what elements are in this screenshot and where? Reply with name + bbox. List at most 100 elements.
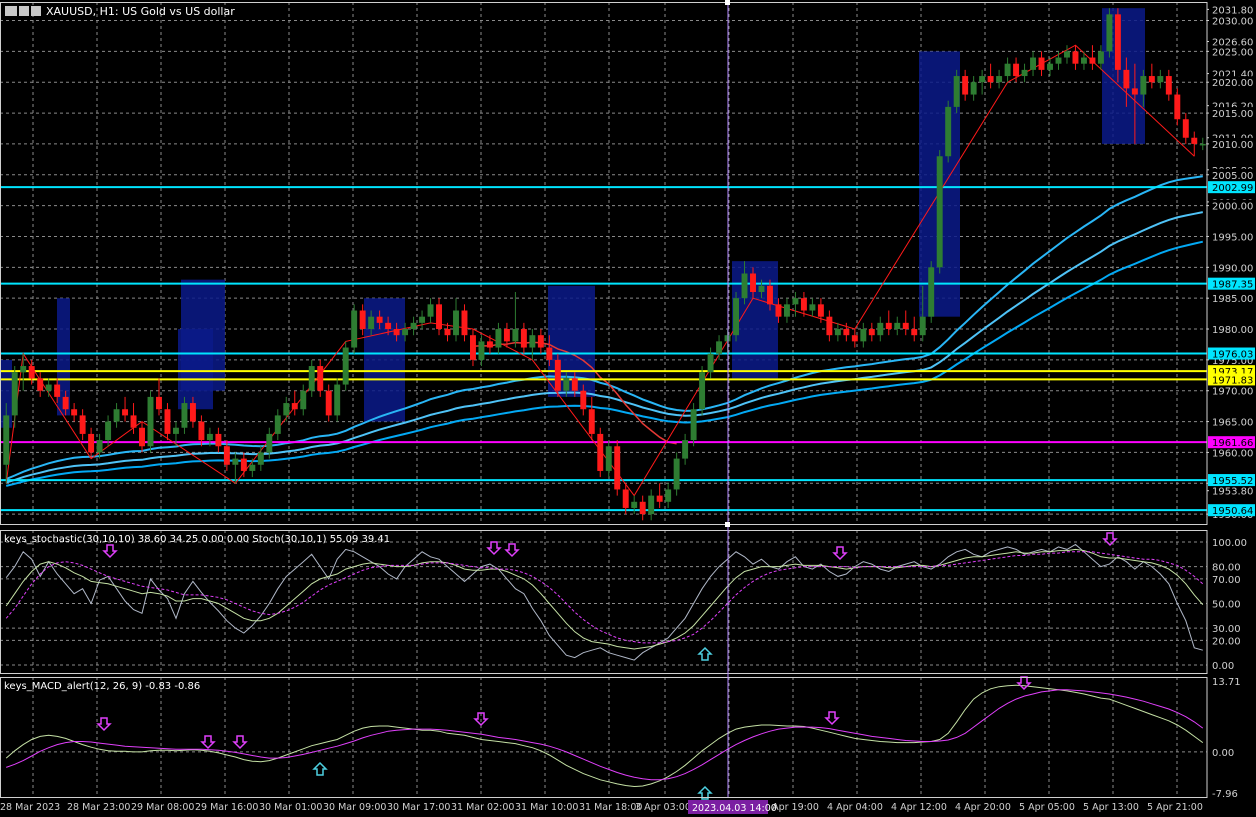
chart-grid [0, 2, 1207, 797]
sell-arrow-icon [1102, 532, 1118, 547]
chart-icon[interactable] [5, 6, 17, 16]
price-tick-label: 1960.00 [1212, 448, 1253, 459]
candle-body [139, 427, 145, 447]
crosshair-marker [725, 0, 730, 5]
candle-body [877, 322, 884, 336]
grid-icon[interactable] [19, 6, 29, 16]
candle-body [122, 409, 129, 416]
price-tick-label: 2000.00 [1212, 202, 1253, 213]
candle-body [826, 316, 833, 336]
candle-body [393, 329, 400, 336]
candle-body [597, 433, 604, 471]
candle-body [147, 396, 154, 447]
candle-body [800, 298, 807, 311]
time-tick-label: 30 Mar 01:00 [259, 802, 322, 813]
candle-body [894, 322, 901, 330]
candle-body [817, 304, 824, 317]
candle-body [588, 409, 595, 434]
time-tick-label: 28 Mar 2023 [0, 802, 60, 813]
price-label-bg [1209, 199, 1255, 212]
stoch-slow-line [5, 551, 1204, 644]
level-tag-label: 1955.52 [1212, 476, 1253, 487]
stoch-tick-label: 50.00 [1212, 600, 1241, 611]
panel-border [0, 2, 1208, 525]
sell-arrow-icon [504, 543, 520, 558]
sell-arrow-icon [486, 541, 502, 556]
candle-body [571, 378, 578, 391]
candle-body [1097, 51, 1104, 64]
candle-body [767, 285, 773, 305]
candle-body [622, 489, 629, 508]
level-tag-label: 2002.99 [1212, 183, 1253, 194]
candle-body [156, 396, 162, 410]
time-tick-label: 3 Apr 03:00 [635, 802, 691, 813]
candle-body [792, 298, 799, 305]
price-tick-label: 2015.00 [1212, 109, 1253, 120]
candle-body [469, 335, 476, 360]
chart-title: XAUUSD, H1: US Gold vs US dollar [46, 5, 235, 18]
time-tick-label: 5 Apr 21:00 [1147, 802, 1203, 813]
candle-body [164, 409, 171, 434]
level-tag [1208, 504, 1255, 517]
time-tick-label: 4 Apr 20:00 [955, 802, 1011, 813]
sell-arrow-icon [102, 544, 118, 559]
panel-border [0, 677, 1208, 798]
candle-body [537, 335, 544, 348]
candle-body [376, 316, 383, 323]
candle-body [605, 446, 612, 471]
level-tag [1208, 181, 1255, 194]
price-tick-label: 1995.00 [1212, 232, 1253, 243]
candle-body [1148, 76, 1155, 83]
stoch-signal-line [5, 548, 1204, 650]
crosshair-marker [725, 522, 730, 527]
price-label-bg [1209, 107, 1255, 120]
price-tick-label: 2010.00 [1212, 140, 1253, 151]
candle-body [503, 329, 510, 342]
candle-body [20, 366, 27, 373]
time-tick-label: 4 Apr 04:00 [827, 802, 883, 813]
candle-body [851, 335, 858, 342]
candle-body [928, 267, 935, 317]
candle-body [385, 322, 392, 330]
level-tag-label: 1973.17 [1212, 367, 1253, 378]
level-tag-label: 1987.35 [1212, 280, 1253, 291]
candle-body [775, 304, 782, 317]
candle-body [1191, 137, 1198, 144]
candle-body [665, 489, 672, 502]
candle-body [206, 433, 213, 441]
candle-body [37, 378, 44, 391]
sell-arrow-icon [473, 712, 489, 727]
buy-arrow-icon [312, 761, 328, 776]
level-tag-label: 1961.66 [1212, 438, 1253, 449]
highlight-zone [0, 359, 12, 428]
candle-body [113, 409, 120, 422]
candle-body [953, 76, 960, 107]
candle-body [690, 409, 697, 441]
time-tick-label: 29 Mar 08:00 [131, 802, 194, 813]
time-tick-label: 5 Apr 13:00 [1083, 802, 1139, 813]
price-tick-label: 1980.00 [1212, 325, 1253, 336]
price-label-bg [1209, 14, 1255, 27]
price-label-bg [1209, 415, 1255, 428]
candle-body [809, 304, 816, 311]
candle-body [1080, 57, 1087, 64]
candle-body [1114, 14, 1121, 70]
price-tick-label: 1965.00 [1212, 418, 1253, 429]
candle-body [266, 433, 273, 453]
stoch-tick-label: 0.00 [1212, 661, 1234, 672]
candle-body [249, 464, 256, 471]
window-icon[interactable] [31, 6, 41, 16]
macd-label: keys_MACD_alert(12, 26, 9) -0.83 -0.86 [4, 681, 200, 692]
candle-body [1182, 119, 1189, 138]
candle-body [554, 359, 561, 391]
price-label-bg [1209, 446, 1255, 459]
candle-body [1055, 57, 1062, 64]
crosshair-time-tag [688, 800, 768, 814]
time-tick-label: 3 Apr 19:00 [763, 802, 819, 813]
candle-body [215, 433, 222, 447]
candle-body [410, 322, 417, 330]
moving-averages [5, 175, 1204, 487]
sell-arrow-icon [832, 546, 848, 561]
time-tick-label: 4 Apr 12:00 [891, 802, 947, 813]
